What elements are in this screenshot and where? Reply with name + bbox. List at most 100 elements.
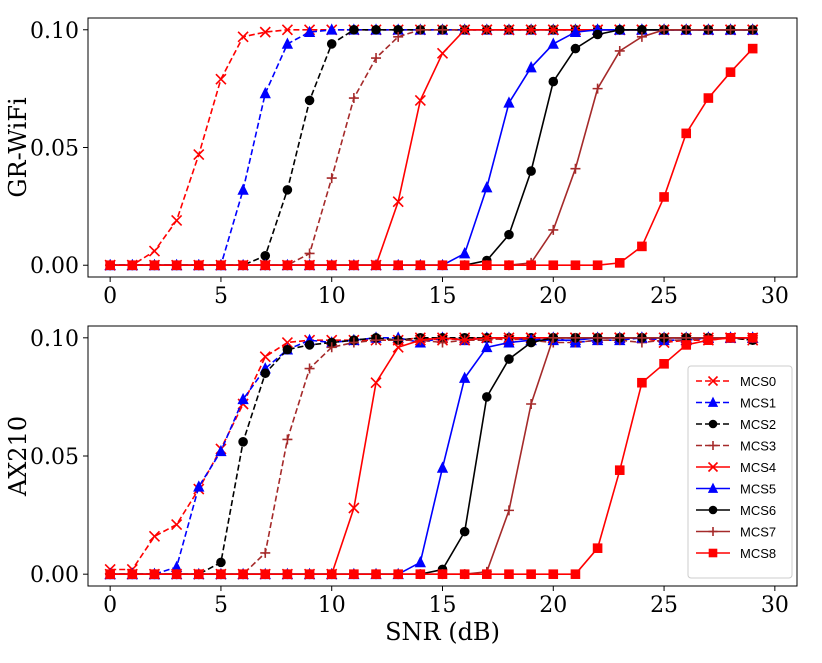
data-point [193,480,205,492]
data-point [570,43,581,54]
series-line [110,337,753,575]
data-point [547,37,559,49]
data-point [725,333,736,343]
data-point [171,569,182,579]
series-mcs8 [105,333,758,579]
data-point [348,502,360,514]
data-point [482,260,492,271]
data-point [215,73,227,85]
data-point [370,377,382,389]
data-point [703,24,714,35]
data-point [482,569,492,579]
y-tick-label: 0.10 [30,327,79,352]
data-point [349,260,359,271]
data-point [193,148,205,161]
legend-marker [708,505,718,515]
data-point [503,24,515,36]
series-line [110,336,753,575]
data-point [592,83,603,94]
data-point [481,181,493,193]
y-tick-label: 0.10 [30,19,79,44]
series-mcs2 [105,24,758,271]
data-point [105,569,115,579]
data-point [216,557,226,568]
data-point [349,24,359,35]
data-point [282,434,293,445]
legend-label: MCS1 [740,396,776,411]
data-point [526,166,536,176]
series-mcs0 [104,24,759,271]
data-point [149,569,160,579]
legend-marker [707,375,719,387]
data-point [414,334,426,346]
data-point [436,332,449,344]
data-point [482,392,492,402]
data-point [637,241,647,252]
series-mcs3 [105,24,758,271]
data-point [504,229,514,240]
data-point [725,67,736,77]
data-point [503,505,514,516]
data-point [193,569,204,579]
data-point [459,247,471,259]
data-point [237,31,249,43]
data-point [636,31,647,42]
legend-marker [708,441,718,450]
data-point [260,569,271,579]
data-point [659,24,670,35]
data-point [503,96,515,108]
data-point [260,547,271,558]
data-point [570,569,581,579]
legend-marker [707,461,719,473]
panel-1: 0 5 10 15 20 25 30 0.00 0.05 0.10 GR-WiFi [4,17,798,309]
data-point [326,569,337,579]
data-point [614,24,625,35]
data-point [238,569,248,579]
legend-marker [708,419,718,429]
series-mcs7 [105,332,758,580]
data-point [171,214,183,227]
data-point [304,340,315,350]
data-point [547,24,559,36]
data-point [281,24,293,36]
x-axis-title: SNR (dB) [385,618,500,646]
data-point [437,260,448,271]
data-point [282,260,293,271]
x-tick-label: 0 [103,284,117,309]
legend-item-mcs8: MCS8 [696,546,776,561]
series-line [110,29,753,266]
y-axis-title: GR-WiFi [4,97,32,198]
panel-1-frame [87,17,798,278]
series-line [110,337,753,575]
series-mcs5 [104,23,759,271]
data-point [260,260,271,271]
y-axis-title: AX210 [4,416,32,497]
data-point [237,183,249,195]
series-line [110,29,753,266]
data-point [659,359,669,369]
series-line [110,29,753,266]
data-point [437,569,448,579]
data-point [148,245,161,257]
series-mcs4 [104,24,759,271]
data-point [371,53,382,64]
legend-item-mcs4: MCS4 [696,460,776,475]
legend-item-mcs1: MCS1 [696,396,776,411]
data-point [592,260,603,271]
x-tick-label: 10 [318,284,346,309]
data-point [127,569,138,579]
data-point [681,340,692,350]
series-mcs4 [104,332,759,580]
data-point [592,29,603,40]
data-point [326,260,337,271]
data-point [171,260,182,271]
data-point [193,260,204,271]
data-point [592,332,603,343]
data-point [105,260,115,271]
data-point [326,39,337,49]
data-point [393,335,404,346]
data-point [504,569,514,579]
data-point [570,163,581,174]
